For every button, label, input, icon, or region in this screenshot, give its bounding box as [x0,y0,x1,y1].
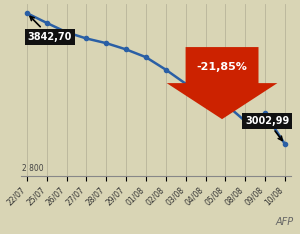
Text: AFP: AFP [275,217,294,227]
Text: 3002,99: 3002,99 [245,116,290,140]
Text: -21,85%: -21,85% [196,62,247,72]
Polygon shape [167,47,278,119]
Text: 2 800: 2 800 [22,165,44,173]
Text: 3842,70: 3842,70 [28,16,72,42]
